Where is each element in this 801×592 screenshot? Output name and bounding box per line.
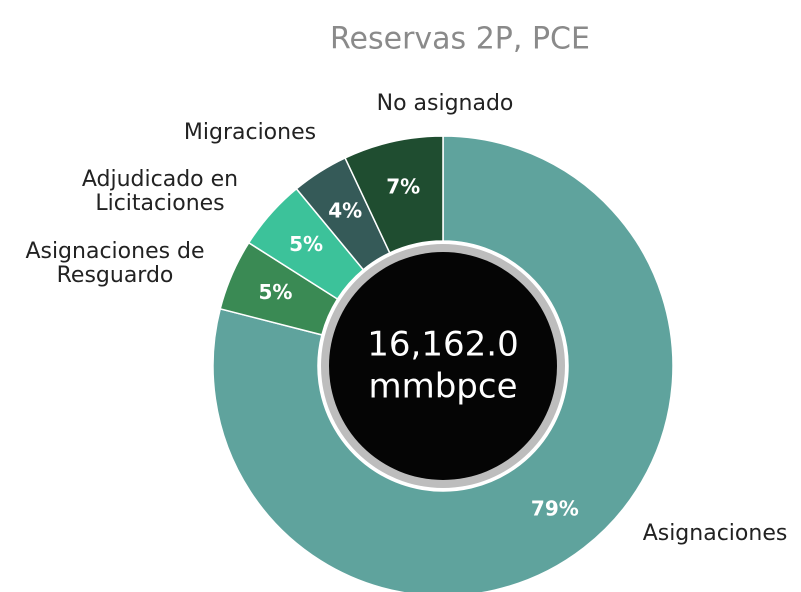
- category-label: Migraciones: [183, 120, 317, 145]
- category-label: Adjudicado en Licitaciones: [81, 167, 239, 216]
- value-label: 5%: [259, 280, 293, 304]
- center-label: 16,162.0: [367, 325, 518, 365]
- value-label: 5%: [289, 232, 323, 256]
- value-label: 4%: [328, 198, 362, 222]
- category-label: Asignaciones de Resguardo: [25, 239, 205, 288]
- category-label: No asignado: [376, 91, 514, 116]
- value-label: 79%: [531, 497, 579, 521]
- donut-slice: [212, 135, 674, 592]
- center-label: mmbpce: [368, 367, 517, 407]
- chart-title: Reservas 2P, PCE: [330, 22, 590, 57]
- center-disc: [329, 252, 557, 480]
- value-label: 7%: [386, 174, 420, 198]
- category-label: Asignaciones: [642, 521, 788, 546]
- donut-slice: [344, 135, 444, 254]
